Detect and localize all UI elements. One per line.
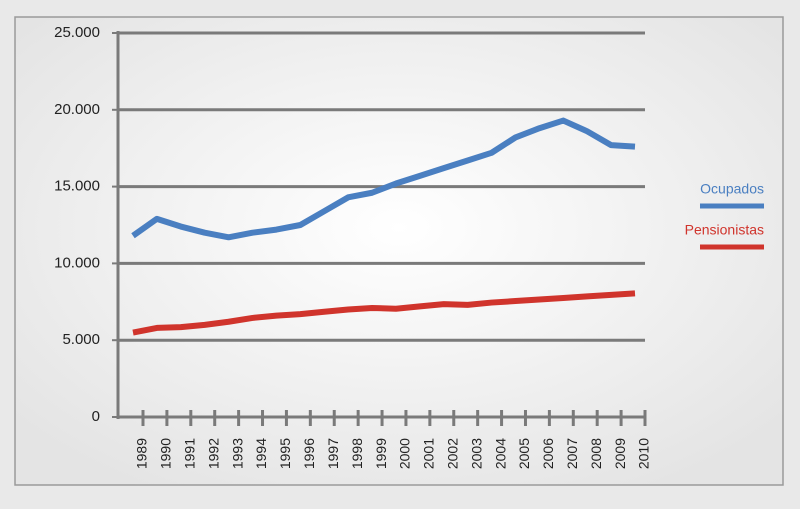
x-tick-label: 1998	[349, 438, 365, 469]
x-tick-label: 2004	[492, 438, 508, 469]
x-tick-label: 1991	[182, 438, 198, 469]
y-tick-label: 15.000	[54, 178, 100, 195]
y-tick-label: 10.000	[54, 254, 100, 271]
x-tick-label: 2010	[636, 438, 652, 469]
series-line	[132, 290, 636, 336]
x-tick-label: 2003	[468, 438, 484, 469]
y-tick-label: 0	[92, 408, 100, 425]
legend-label: Pensionistas	[685, 222, 764, 238]
x-tick-label: 1992	[205, 438, 221, 469]
chart-card	[14, 16, 784, 486]
y-tick-label: 20.000	[54, 101, 100, 118]
x-tick-label: 2000	[397, 438, 413, 469]
x-tick-label: 2007	[564, 438, 580, 469]
x-tick-label: 1999	[373, 438, 389, 469]
x-tick-label: 1989	[134, 438, 150, 469]
x-tick-label: 2009	[612, 438, 628, 469]
x-tick-label: 2001	[421, 438, 437, 469]
y-tick-label: 25.000	[54, 24, 100, 41]
x-tick-label: 1990	[158, 438, 174, 469]
x-tick-label: 1993	[229, 438, 245, 469]
x-tick-label: 1995	[277, 438, 293, 469]
legend-label: Ocupados	[700, 181, 764, 197]
x-tick-label: 2002	[444, 438, 460, 469]
x-tick-label: 1997	[325, 438, 341, 469]
y-tick-label: 5.000	[62, 331, 100, 348]
x-tick-label: 2008	[588, 438, 604, 469]
x-tick-label: 2005	[516, 438, 532, 469]
x-tick-label: 1994	[253, 438, 269, 469]
x-tick-label: 1996	[301, 438, 317, 469]
x-tick-label: 2006	[540, 438, 556, 469]
series-line	[131, 117, 636, 241]
